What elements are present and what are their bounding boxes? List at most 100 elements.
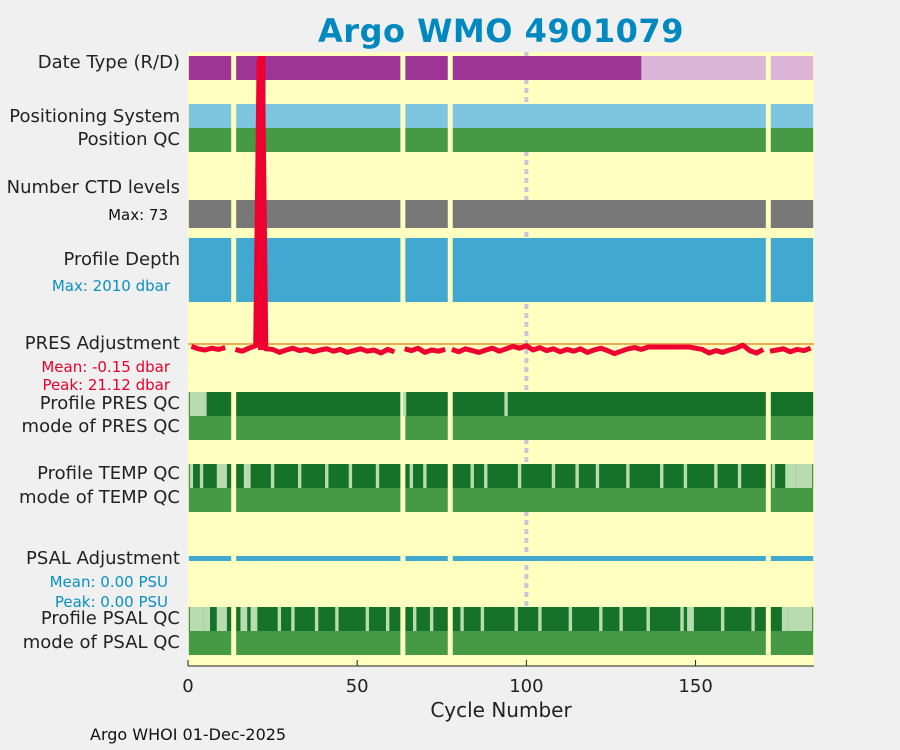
profile-temp-qc-light-stripe	[517, 464, 522, 488]
profile-psal-qc-light-stripe	[385, 607, 390, 631]
profile-psal-qc-bar	[405, 607, 448, 631]
profile-temp-qc-light-stripe	[297, 464, 302, 488]
ctd-levels-bar	[770, 200, 814, 228]
profile-psal-qc-light-stripe	[720, 607, 725, 631]
profile-psal-qc-light-stripe	[781, 607, 789, 631]
positioning-system-bar	[452, 104, 766, 128]
profile-pres-qc-light-stripe	[189, 392, 207, 416]
label-pres-adjustment: PRES Adjustment	[24, 333, 180, 354]
profile-pres-qc-bar	[405, 392, 448, 416]
profile-psal-qc-light-stripe	[203, 607, 210, 631]
mode-psal-qc-bar	[405, 631, 448, 655]
profile-psal-qc-light-stripe	[568, 607, 573, 631]
profile-psal-qc-light-stripe	[291, 607, 295, 631]
psal-mean-label: Mean: 0.00 PSU	[49, 573, 168, 591]
footer-credit: Argo WHOI 01-Dec-2025	[90, 725, 287, 744]
position-qc-bar	[405, 128, 448, 152]
profile-psal-qc-bar	[452, 607, 766, 631]
positioning-system-bar	[405, 104, 448, 128]
profile-temp-qc-light-stripe	[409, 464, 414, 488]
profile-temp-qc-light-stripe	[199, 464, 204, 488]
pres-adjustment-peak	[258, 56, 266, 350]
position-qc-bar	[770, 128, 814, 152]
profile-temp-qc-light-stripe	[795, 464, 813, 488]
pres-peak-label: Peak: 21.12 dbar	[42, 376, 170, 394]
mode-pres-qc-bar	[236, 416, 401, 440]
profile-temp-qc-light-stripe	[270, 464, 275, 488]
position-qc-bar	[452, 128, 766, 152]
mode-psal-qc-bar	[188, 631, 232, 655]
psal-adjustment-line	[770, 556, 814, 561]
label-mode-psal-qc: mode of PSAL QC	[22, 632, 180, 653]
date-type-bar	[188, 56, 232, 80]
profile-temp-qc-light-stripe	[785, 464, 796, 488]
profile-temp-qc-light-stripe	[714, 464, 718, 488]
mode-temp-qc-bar	[770, 488, 814, 512]
profile-psal-qc-light-stripe	[189, 607, 204, 631]
profile-temp-qc-light-stripe	[423, 464, 427, 488]
profile-depth-bar	[770, 238, 814, 302]
profile-psal-qc-light-stripe	[480, 607, 485, 631]
profile-psal-qc-light-stripe	[687, 607, 694, 631]
label-position-qc: Position QC	[77, 129, 180, 150]
mode-psal-qc-bar	[452, 631, 766, 655]
profile-psal-qc-light-stripe	[314, 607, 319, 631]
x-axis-label: Cycle Number	[430, 698, 572, 722]
ctd-levels-bar	[405, 200, 448, 228]
label-date-type: Date Type (R/D)	[37, 52, 180, 73]
profile-temp-qc-light-stripe	[484, 464, 488, 488]
label-profile-psal-qc: Profile PSAL QC	[40, 608, 180, 629]
profile-temp-qc-light-stripe	[243, 464, 251, 488]
mode-temp-qc-bar	[236, 488, 401, 512]
pres-mean-label: Mean: -0.15 dbar	[41, 358, 170, 376]
profile-psal-qc-light-stripe	[365, 607, 370, 631]
profile-psal-qc-light-stripe	[514, 607, 518, 631]
x-tick-label: 150	[678, 676, 713, 697]
profile-pres-qc-bar	[770, 392, 814, 416]
profile-temp-qc-bar	[236, 464, 401, 488]
x-tick-label: 100	[509, 676, 544, 697]
profile-psal-qc-light-stripe	[250, 607, 258, 631]
plot-background	[188, 52, 814, 666]
chart-title: Argo WMO 4901079	[318, 12, 684, 50]
psal-adjustment-line	[452, 556, 766, 561]
profile-temp-qc-light-stripe	[325, 464, 329, 488]
x-tick-label: 0	[182, 676, 194, 697]
ctd-levels-bar	[188, 200, 232, 228]
profile-pres-qc-bar	[236, 392, 401, 416]
mode-temp-qc-bar	[188, 488, 232, 512]
mode-psal-qc-bar	[236, 631, 401, 655]
profile-psal-qc-light-stripe	[413, 607, 417, 631]
profile-pres-qc-light-stripe	[402, 392, 407, 416]
positioning-system-bar	[188, 104, 232, 128]
label-positioning-system: Positioning System	[9, 106, 180, 127]
positioning-system-bar	[770, 104, 814, 128]
date-type-bar	[641, 56, 766, 80]
profile-temp-qc-light-stripe	[470, 464, 474, 488]
profile-temp-qc-light-stripe	[375, 464, 380, 488]
profile-psal-qc-light-stripe	[240, 607, 248, 631]
profile-pres-qc-light-stripe	[504, 392, 508, 416]
profile-temp-qc-light-stripe	[575, 464, 579, 488]
date-type-bar	[452, 56, 642, 80]
mode-temp-qc-bar	[405, 488, 448, 512]
profile-psal-qc-light-stripe	[646, 607, 650, 631]
profile-temp-qc-light-stripe	[626, 464, 630, 488]
ctd-max-label: Max: 73	[108, 206, 168, 224]
profile-psal-qc-light-stripe	[429, 607, 434, 631]
profile-temp-qc-light-stripe	[551, 464, 556, 488]
profile-psal-qc-light-stripe	[460, 607, 464, 631]
mode-pres-qc-bar	[405, 416, 448, 440]
mode-pres-qc-bar	[452, 416, 766, 440]
depth-max-label: Max: 2010 dbar	[51, 277, 170, 295]
profile-temp-qc-bar	[452, 464, 766, 488]
label-profile-pres-qc: Profile PRES QC	[39, 393, 180, 414]
profile-temp-qc-light-stripe	[683, 464, 688, 488]
x-tick-label: 50	[345, 676, 369, 697]
psal-peak-label: Peak: 0.00 PSU	[54, 593, 168, 611]
mode-pres-qc-bar	[188, 416, 232, 440]
date-type-bar	[770, 56, 814, 80]
label-number-ctd-levels: Number CTD levels	[6, 177, 180, 198]
profile-temp-qc-light-stripe	[216, 464, 227, 488]
x-axis-ticks	[187, 660, 697, 666]
